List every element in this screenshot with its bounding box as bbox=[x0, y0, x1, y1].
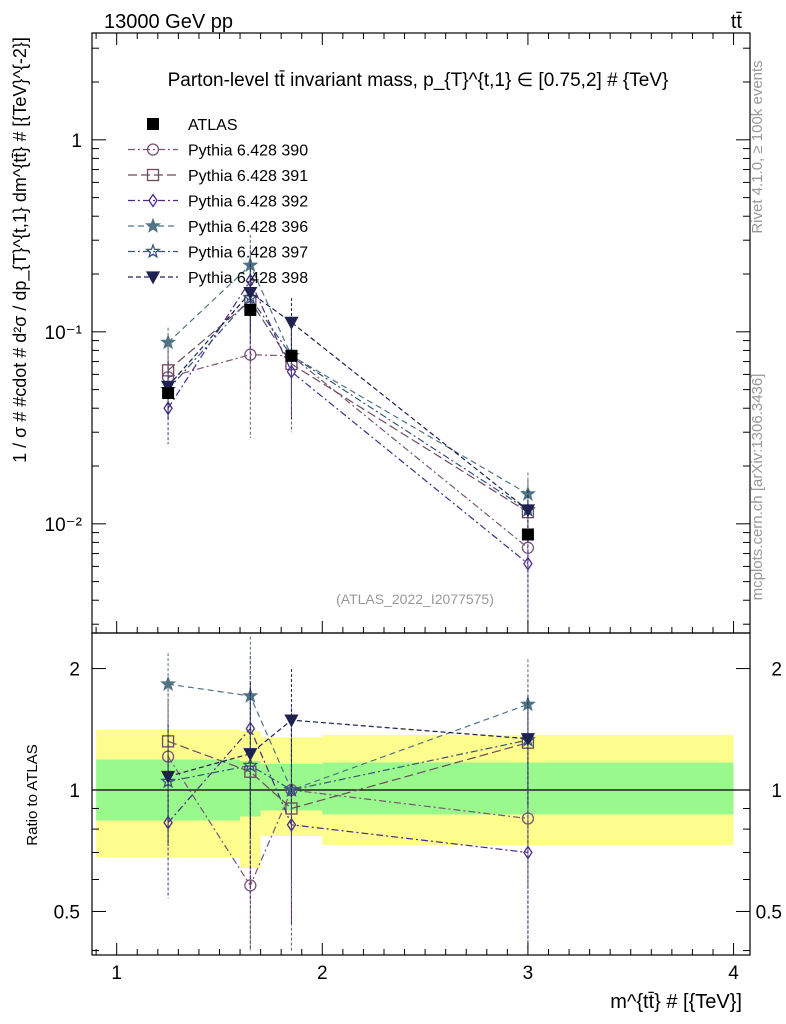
chart-title: Parton-level tt̄ invariant mass, p_{T}^{… bbox=[168, 70, 669, 91]
ratio-line-py391 bbox=[167, 740, 529, 810]
ratio-plot-frame bbox=[91, 632, 751, 956]
ratio-point-py396 bbox=[160, 675, 177, 691]
energy-label: 13000 GeV pp bbox=[104, 11, 233, 33]
series-line-py391 bbox=[167, 299, 529, 513]
ratio-tick-label-right: 1 bbox=[771, 781, 782, 802]
ratio-point-py398 bbox=[160, 770, 176, 784]
series-py398 bbox=[160, 258, 536, 846]
rivet-version-label: Rivet 4.1.0, ≥ 100k events bbox=[749, 60, 766, 233]
legend-label-py396: Pythia 6.428 396 bbox=[188, 219, 308, 236]
legend-marker-py397 bbox=[145, 243, 161, 259]
ratio-tick-label-right: 2 bbox=[771, 660, 782, 681]
point-py398 bbox=[243, 286, 258, 300]
mcplots-label: mcplots.cern.ch [arXiv:1306.3436] bbox=[749, 374, 766, 601]
x-tick-label: 3 bbox=[523, 963, 534, 984]
legend-entry-py390: Pythia 6.428 390 bbox=[128, 143, 308, 160]
ratio-line-py392 bbox=[167, 727, 528, 854]
legend-marker-py392 bbox=[148, 193, 158, 208]
ratio-point-py398 bbox=[284, 714, 299, 728]
legend-marker-py398 bbox=[145, 271, 161, 285]
series-line-py392 bbox=[167, 279, 529, 565]
legend-label-py392: Pythia 6.428 392 bbox=[188, 194, 308, 211]
ratio-point-py397 bbox=[160, 773, 177, 789]
series-line-py397 bbox=[167, 297, 529, 511]
point-py392 bbox=[523, 556, 533, 571]
legend-entry-py397: Pythia 6.428 397 bbox=[128, 243, 308, 262]
point-py398 bbox=[160, 380, 176, 394]
axis-tick-labels: 1 2 3 4 1 10⁻¹ 10⁻² 0.5 0.5 1 1 2 2 bbox=[45, 131, 783, 984]
point-py392 bbox=[286, 364, 297, 379]
legend-entry-py396: Pythia 6.428 396 bbox=[128, 217, 308, 236]
series-line-py390 bbox=[167, 354, 529, 549]
legend-label-py391: Pythia 6.428 391 bbox=[188, 168, 308, 185]
legend-entry-py398: Pythia 6.428 398 bbox=[128, 270, 308, 287]
ratio-line-py390 bbox=[167, 756, 528, 887]
ratio-tick-label-left: 1 bbox=[69, 781, 80, 802]
legend-label-py390: Pythia 6.428 390 bbox=[188, 143, 308, 160]
x-axis-label: m^{tt̄} # [{TeV}] bbox=[610, 991, 742, 1013]
point-py398 bbox=[284, 316, 299, 330]
legend-label-atlas: ATLAS bbox=[188, 117, 238, 134]
ratio-tick-label-left: 2 bbox=[69, 660, 80, 681]
ratio-line-py396 bbox=[167, 683, 529, 791]
legend-entry-py391: Pythia 6.428 391 bbox=[128, 168, 308, 185]
ratio-line-py398 bbox=[167, 719, 528, 778]
x-tick-label: 4 bbox=[728, 963, 739, 984]
ratio-point-py397 bbox=[283, 781, 300, 797]
y-tick-label: 10⁻¹ bbox=[45, 323, 83, 344]
legend-marker-py390 bbox=[146, 143, 160, 156]
legend-label-py397: Pythia 6.428 397 bbox=[188, 245, 308, 262]
y-tick-label: 10⁻² bbox=[45, 515, 83, 536]
series-atlas bbox=[162, 303, 534, 541]
legend-marker-atlas bbox=[147, 118, 159, 130]
point-atlas bbox=[285, 349, 298, 362]
data-series bbox=[160, 234, 536, 951]
ratio-line-py397 bbox=[167, 739, 529, 791]
legend-marker-py391 bbox=[146, 168, 160, 182]
series-line-py396 bbox=[167, 264, 529, 495]
legend-entry-atlas: ATLAS bbox=[147, 117, 238, 134]
ratio-tick-label-right: 0.5 bbox=[756, 902, 782, 923]
process-label: tt̄ bbox=[731, 11, 743, 33]
uncertainty-bands bbox=[92, 729, 750, 869]
x-tick-label: 1 bbox=[111, 963, 122, 984]
ratio-point-py398 bbox=[520, 733, 536, 747]
y-axis-label: 1 / σ # #cdot # d²σ / dp_{T}^{t,1} dm^{t… bbox=[10, 37, 31, 463]
point-atlas bbox=[162, 387, 175, 400]
point-py398 bbox=[520, 504, 536, 518]
legend-label-py398: Pythia 6.428 398 bbox=[188, 270, 308, 287]
ratio-axis-label: Ratio to ATLAS bbox=[24, 744, 41, 845]
legend: ATLAS Pythia 6.428 390 Pythia 6.428 391 Pyt… bbox=[128, 117, 308, 287]
ratio-point-py398 bbox=[243, 748, 258, 762]
legend-marker-py396 bbox=[145, 217, 161, 233]
ratio-tick-label-left: 0.5 bbox=[54, 902, 80, 923]
ratio-point-py392 bbox=[523, 845, 533, 860]
point-py396 bbox=[160, 334, 177, 350]
legend-entry-py392: Pythia 6.428 392 bbox=[128, 193, 308, 211]
axis-ticks bbox=[92, 33, 750, 955]
y-tick-label: 1 bbox=[71, 131, 82, 152]
point-atlas bbox=[244, 303, 257, 316]
x-tick-label: 2 bbox=[317, 963, 328, 984]
analysis-watermark: (ATLAS_2022_I2077575) bbox=[336, 591, 494, 607]
point-py390 bbox=[244, 348, 257, 361]
point-atlas bbox=[521, 528, 534, 541]
